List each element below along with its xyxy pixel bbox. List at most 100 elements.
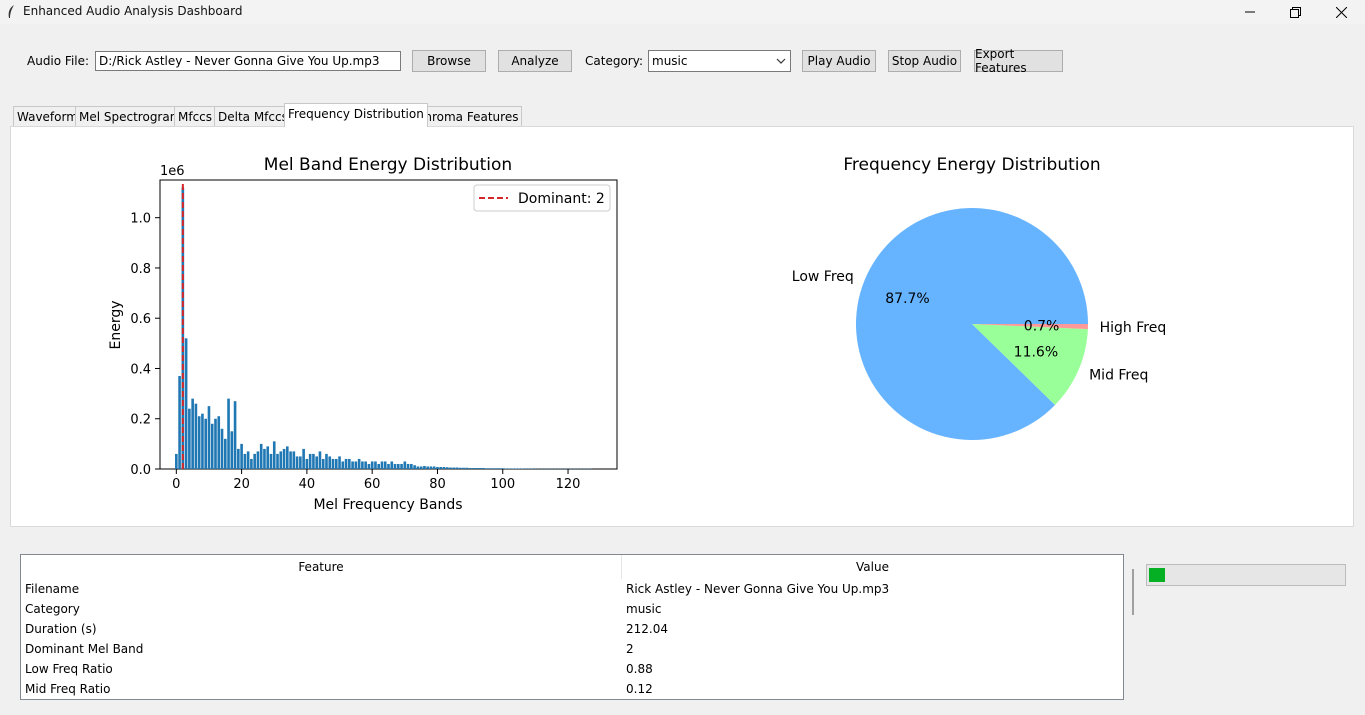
- bar: [325, 453, 328, 469]
- x-tick-label: 20: [233, 477, 250, 492]
- bar: [217, 416, 221, 469]
- y-scale-label: 1e6: [160, 164, 185, 179]
- table-row[interactable]: Mid Freq Ratio 0.12: [21, 679, 1123, 699]
- bar: [488, 468, 491, 469]
- y-tick-label: 0.2: [130, 413, 151, 428]
- value-cell: 2: [626, 642, 634, 656]
- bar: [279, 451, 283, 469]
- bar: [380, 461, 384, 469]
- pie-slice-mid-freq: [972, 324, 1088, 405]
- tab-frequency-distribution[interactable]: Frequency Distribution: [284, 103, 428, 127]
- table-row[interactable]: Filename Rick Astley - Never Gonna Give …: [21, 579, 1123, 599]
- window-title: Enhanced Audio Analysis Dashboard: [23, 4, 243, 18]
- analyze-button[interactable]: Analyze: [498, 50, 572, 72]
- bar: [436, 466, 439, 469]
- bar: [504, 468, 508, 469]
- bar: [351, 461, 354, 469]
- tab-delta-mfccs[interactable]: Delta Mfccs: [214, 106, 292, 126]
- pie-slice-low-freq: [856, 208, 1088, 441]
- tab-mel-spectrogram[interactable]: Mel Spectrogram: [75, 106, 186, 126]
- bar: [272, 441, 276, 469]
- value-cell: 0.12: [626, 682, 653, 696]
- feature-cell: Low Freq Ratio: [25, 662, 113, 676]
- bar: [383, 461, 387, 469]
- play-audio-button[interactable]: Play Audio: [802, 50, 876, 72]
- pie-chart-title: Frequency Energy Distribution: [843, 155, 1100, 175]
- bar: [367, 463, 371, 469]
- bar: [406, 463, 410, 469]
- bar: [410, 463, 413, 469]
- bar: [501, 468, 505, 469]
- close-button[interactable]: [1318, 0, 1364, 24]
- bar: [341, 461, 345, 469]
- bar: [318, 451, 322, 469]
- bar: [214, 418, 217, 469]
- bar: [432, 466, 436, 469]
- bar: [223, 438, 227, 469]
- mel-band-energy-chart: Mel Band Energy Distribution 1e6 Mel Fre…: [108, 155, 618, 513]
- feature-cell: Category: [25, 602, 80, 616]
- pie-slice-high-freq: [972, 324, 1088, 330]
- x-tick-label: 40: [299, 477, 316, 492]
- bar: [207, 406, 211, 469]
- audio-file-input[interactable]: [95, 51, 401, 71]
- bar: [390, 461, 394, 469]
- bar: [282, 448, 286, 469]
- bar: [308, 453, 312, 469]
- table-row[interactable]: Duration (s) 212.04: [21, 619, 1123, 639]
- bar: [237, 448, 240, 469]
- bar-chart-ylabel: Energy: [108, 300, 124, 349]
- bar: [413, 465, 416, 469]
- bar: [259, 443, 263, 469]
- category-label: Category:: [585, 54, 643, 68]
- pie-pct-high-freq: 0.7%: [1024, 319, 1060, 335]
- x-tick-label: 100: [490, 477, 515, 492]
- table-row[interactable]: Dominant Mel Band 2: [21, 639, 1123, 659]
- x-tick-label: 0: [172, 477, 180, 492]
- bar: [250, 458, 253, 469]
- bar: [393, 463, 397, 469]
- bar: [445, 467, 449, 469]
- y-tick-label: 0.4: [130, 362, 151, 377]
- pane-separator[interactable]: [1132, 569, 1134, 615]
- tab-waveform[interactable]: Waveform: [13, 106, 82, 126]
- bar: [331, 458, 335, 469]
- bar: [321, 458, 325, 469]
- bar: [377, 463, 381, 469]
- bar: [197, 416, 201, 469]
- table-row[interactable]: Category music: [21, 599, 1123, 619]
- bar: [396, 463, 400, 469]
- bar: [498, 468, 501, 469]
- bar-chart-xlabel: Mel Frequency Bands: [313, 497, 462, 513]
- stop-audio-button[interactable]: Stop Audio: [888, 50, 961, 72]
- column-header-feature[interactable]: Feature: [21, 555, 621, 579]
- minimize-button[interactable]: [1227, 0, 1273, 24]
- bar: [361, 461, 364, 469]
- table-row[interactable]: Low Freq Ratio 0.88: [21, 659, 1123, 679]
- category-select[interactable]: music: [648, 50, 791, 72]
- tab-mfccs[interactable]: Mfccs: [174, 106, 217, 126]
- title-bar: Enhanced Audio Analysis Dashboard: [0, 0, 1365, 24]
- features-table[interactable]: Feature Value Filename Rick Astley - Nev…: [20, 554, 1124, 700]
- pie-pct-mid-freq: 11.6%: [1014, 345, 1058, 361]
- feature-cell: Dominant Mel Band: [25, 642, 144, 656]
- y-tick-label: 0.8: [130, 262, 151, 277]
- value-cell: 212.04: [626, 622, 668, 636]
- bar: [227, 398, 230, 469]
- close-icon: [1335, 6, 1347, 18]
- bar: [276, 453, 279, 469]
- restore-button[interactable]: [1272, 0, 1318, 24]
- pie-pct-low-freq: 87.7%: [885, 291, 929, 307]
- browse-button[interactable]: Browse: [412, 50, 486, 72]
- column-header-value[interactable]: Value: [622, 555, 1123, 579]
- bar: [354, 461, 358, 469]
- tab-chroma-features[interactable]: Chroma Features: [412, 106, 523, 126]
- bar: [455, 467, 459, 469]
- bar: [338, 456, 341, 469]
- bar: [292, 451, 296, 469]
- export-features-button[interactable]: Export Features: [974, 47, 1063, 75]
- bar: [514, 468, 518, 469]
- bar: [517, 468, 521, 469]
- bar: [315, 456, 318, 469]
- y-tick-label: 1.0: [130, 212, 151, 227]
